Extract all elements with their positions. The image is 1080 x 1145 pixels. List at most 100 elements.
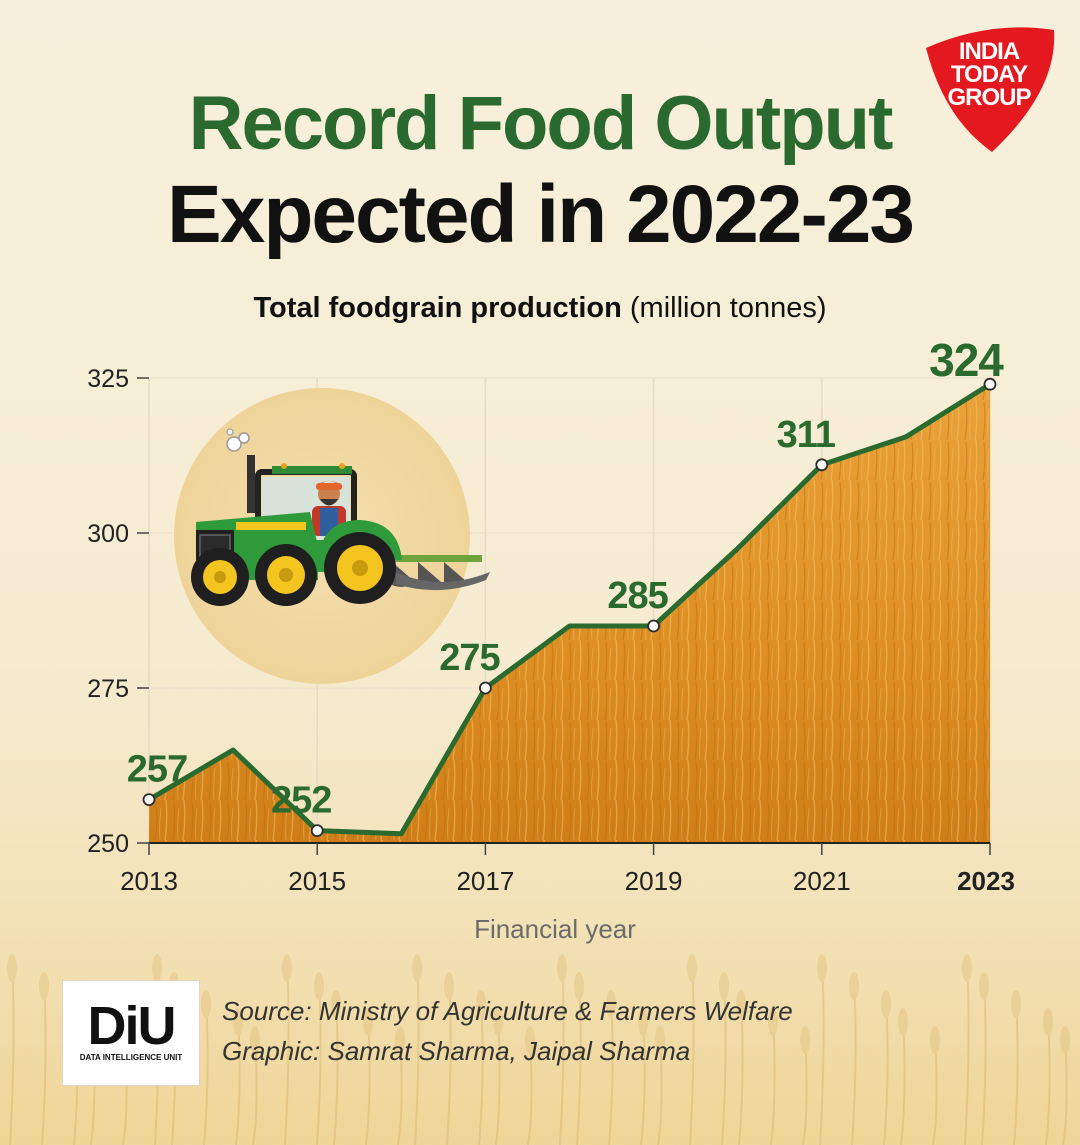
- data-point: [478, 681, 492, 695]
- wheat-head: [250, 1026, 260, 1054]
- diu-logo-subtitle: DATA INTELLIGENCE UNIT: [79, 1053, 183, 1062]
- y-tick-label: 250: [87, 830, 129, 858]
- data-label: 311: [777, 414, 836, 456]
- wheat-stalk: [1062, 1031, 1068, 1145]
- wheat-head: [525, 1026, 535, 1054]
- wheat-stalk: [365, 1013, 371, 1145]
- wheat-stalk: [689, 959, 695, 1145]
- wheat-head: [687, 954, 697, 982]
- wheat-head: [1060, 1026, 1070, 1054]
- wheat-head: [412, 954, 422, 982]
- wheat-head: [395, 1026, 405, 1054]
- x-tick-label: 2023: [957, 866, 1015, 896]
- x-tick-label: 2021: [793, 866, 851, 896]
- chart-axes: 250 275 300 325 2013 2015 2017 2019 2021 2023: [87, 365, 1015, 896]
- x-tick-label: 2017: [456, 866, 514, 896]
- data-label: 257: [127, 749, 187, 791]
- source-credit: Source: Ministry of Agriculture & Farmer…: [222, 996, 793, 1026]
- wheat-stalk: [981, 977, 987, 1145]
- wheat-head: [574, 972, 584, 1000]
- x-axis-title: Financial year: [474, 914, 636, 944]
- wheat-stalk: [657, 1031, 663, 1145]
- y-tick-label: 300: [87, 520, 129, 548]
- wheat-head: [881, 990, 891, 1018]
- wheat-stalk: [41, 977, 47, 1145]
- data-point: [647, 619, 660, 633]
- wheat-head: [1043, 1008, 1053, 1036]
- wheat-head: [39, 972, 49, 1000]
- wheat-stalk: [770, 1013, 776, 1145]
- wheat-head: [817, 954, 827, 982]
- y-tick-label: 325: [87, 365, 129, 393]
- wheat-head: [638, 1008, 648, 1036]
- wheat-head: [282, 954, 292, 982]
- wheat-head: [736, 990, 746, 1018]
- data-label: 285: [607, 575, 668, 617]
- wheat-head: [1011, 990, 1021, 1018]
- chart-subtitle: Total foodgrain production (million tonn…: [0, 292, 1080, 325]
- wheat-stalk: [1013, 995, 1019, 1145]
- data-label: 275: [439, 637, 500, 679]
- wheat-head: [314, 972, 324, 1000]
- chart-area-layer: [147, 382, 992, 843]
- diu-logo: DiU DATA INTELLIGENCE UNIT: [62, 980, 200, 1086]
- x-tick-label: 2019: [625, 866, 683, 896]
- chart-marks: [142, 377, 997, 837]
- x-tick-label: 2015: [288, 866, 346, 896]
- wheat-head: [476, 990, 486, 1018]
- wheat-stalk: [900, 1013, 906, 1145]
- wheat-head: [152, 954, 162, 982]
- wheat-head: [201, 990, 211, 1018]
- wheat-head: [962, 954, 972, 982]
- wheat-head: [979, 972, 989, 1000]
- wheat-head: [493, 1008, 503, 1036]
- wheat-stalk: [235, 1013, 241, 1145]
- wheat-stalk: [640, 1013, 646, 1145]
- india-today-logo-shape: [926, 27, 1055, 152]
- wheat-stalk: [721, 977, 727, 1145]
- wheat-stalk: [397, 1031, 403, 1145]
- series-area-texture: [149, 384, 990, 843]
- wheat-stalk: [252, 1031, 258, 1145]
- wheat-head: [363, 1008, 373, 1036]
- wheat-stalk: [559, 959, 565, 1145]
- wheat-stalk: [576, 977, 582, 1145]
- wheat-stalk: [851, 977, 857, 1145]
- data-label: 252: [271, 780, 331, 822]
- wheat-stalk: [316, 977, 322, 1145]
- chart-subtitle-unit: (million tonnes): [629, 292, 827, 324]
- data-point: [815, 458, 829, 472]
- y-tick-label: 275: [87, 675, 129, 703]
- india-today-logo-text: INDIA TODAY GROUP: [924, 38, 1054, 111]
- wheat-head: [331, 990, 341, 1018]
- wheat-head: [849, 972, 859, 1000]
- data-point: [310, 824, 324, 837]
- wheat-stalk: [964, 959, 970, 1145]
- wheat-stalk: [284, 959, 290, 1145]
- tractor-illustration: [174, 388, 490, 684]
- wheat-stalk: [608, 995, 614, 1145]
- wheat-stalk: [478, 995, 484, 1145]
- wheat-head: [233, 1008, 243, 1036]
- wheat-stalk: [883, 995, 889, 1145]
- wheat-head: [930, 1026, 940, 1054]
- chart-subtitle-bold: Total foodgrain production: [253, 292, 622, 324]
- wheat-stalk: [333, 995, 339, 1145]
- data-label: 324: [929, 334, 1004, 386]
- wheat-stalk: [819, 959, 825, 1145]
- series-line: [147, 382, 992, 837]
- wheat-head: [557, 954, 567, 982]
- wheat-stalk: [527, 1031, 533, 1145]
- wheat-stalk: [932, 1031, 938, 1145]
- diu-logo-letters: DiU: [87, 996, 177, 1056]
- wheat-stalk: [495, 1013, 501, 1145]
- data-point: [983, 377, 997, 391]
- wheat-head: [898, 1008, 908, 1036]
- wheat-stalk: [446, 977, 452, 1145]
- page-title-line-1: Record Food Output: [188, 81, 894, 166]
- wheat-stalk: [802, 1031, 808, 1145]
- logo-line-1: INDIA: [958, 38, 1020, 65]
- logo-line-3: GROUP: [947, 84, 1031, 111]
- wheat-head: [606, 990, 616, 1018]
